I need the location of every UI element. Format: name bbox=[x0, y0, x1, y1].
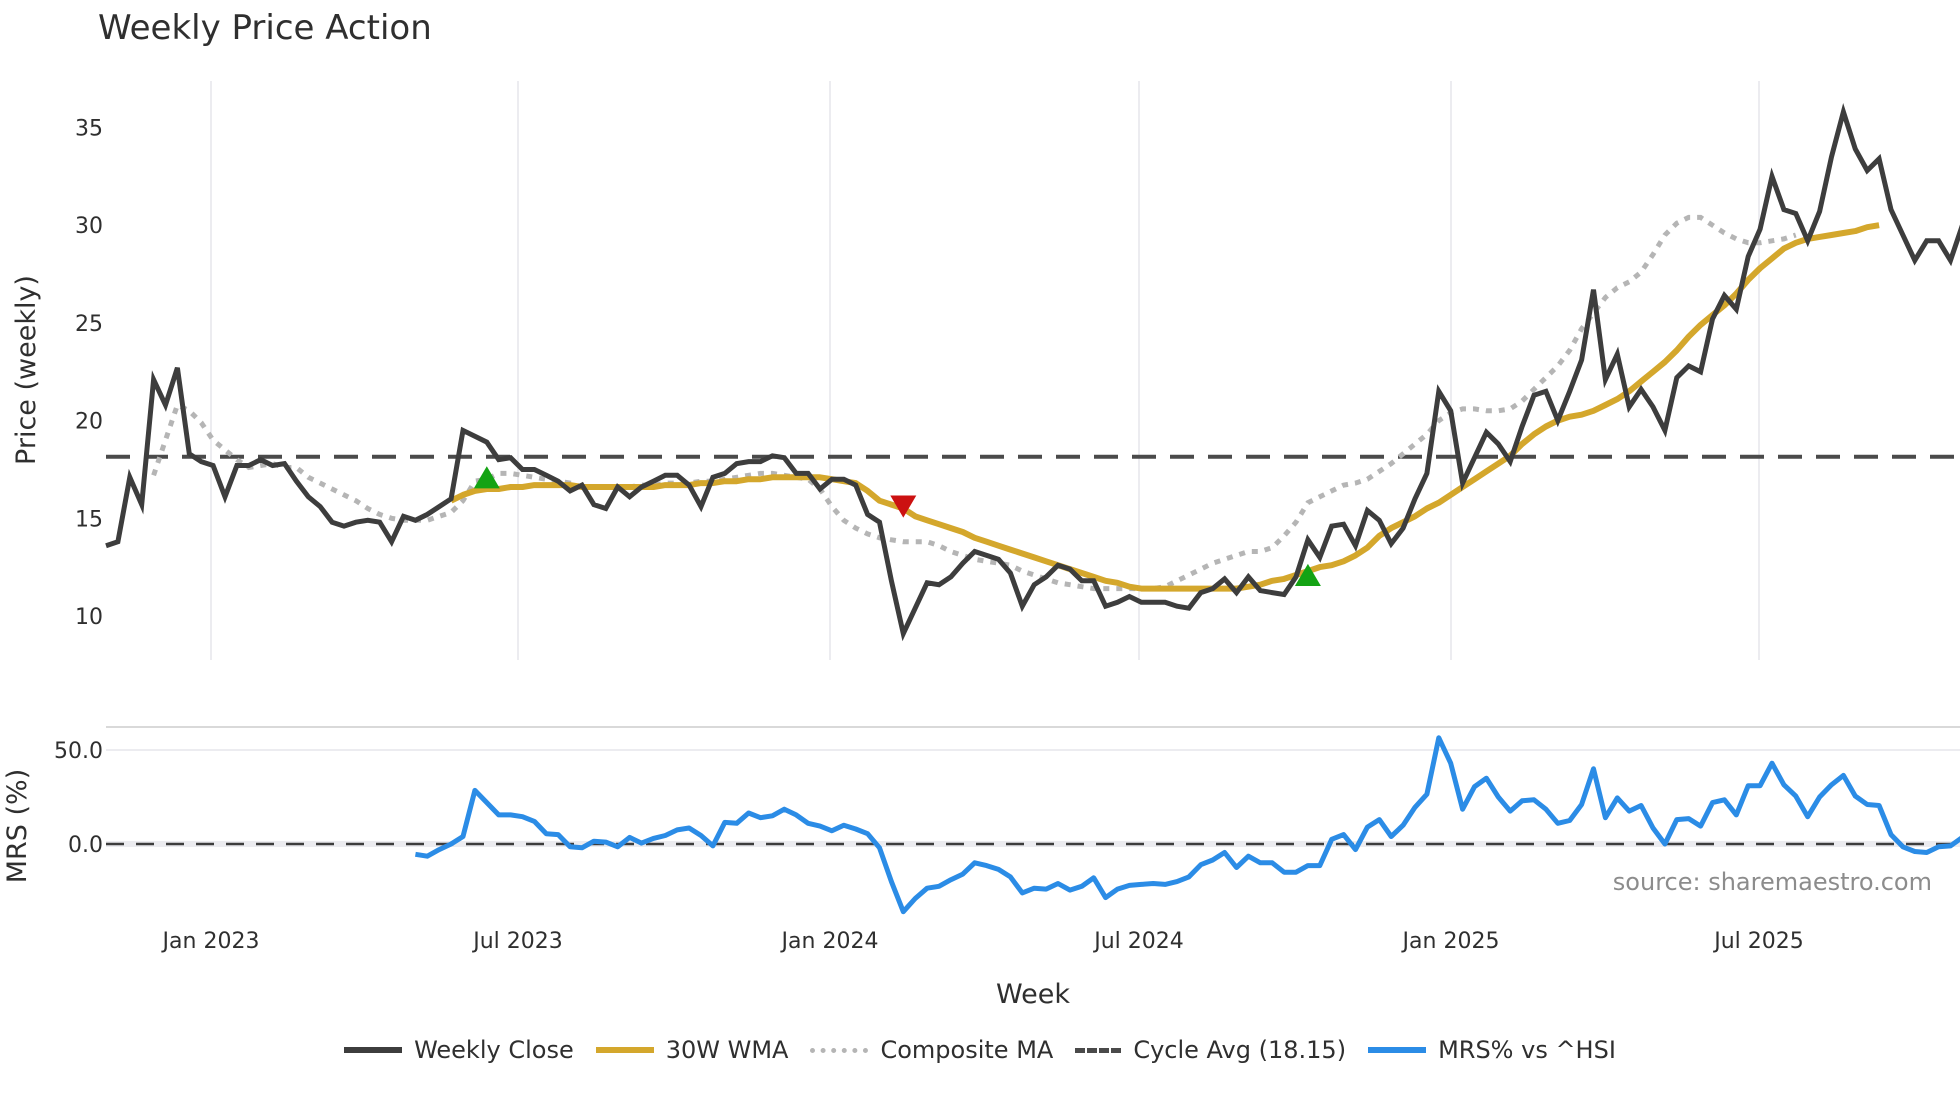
mrs-y-tick-label: 50.0 bbox=[54, 739, 103, 764]
mrs-y-axis-label: MRS (%) bbox=[2, 769, 33, 884]
price-y-axis-label: Price (weekly) bbox=[11, 275, 42, 465]
price-y-tick-label: 25 bbox=[75, 312, 103, 337]
mrs-y-ticks: 0.0 50.0 bbox=[54, 739, 103, 858]
legend-label: Composite MA bbox=[880, 1036, 1054, 1064]
legend-item-close[interactable]: Weekly Close bbox=[344, 1036, 574, 1064]
chart-canvas: 10 15 20 25 30 35 Price (weekly) 0.0 50.0 MRS … bbox=[2, 81, 1960, 1010]
price-y-tick-label: 10 bbox=[75, 605, 103, 630]
legend-label: Weekly Close bbox=[414, 1036, 574, 1064]
x-tick-label: Jul 2024 bbox=[1092, 929, 1184, 954]
mrs-y-tick-label: 0.0 bbox=[68, 833, 103, 858]
buy-signal-marker-icon bbox=[1294, 563, 1321, 587]
legend-swatch-close-icon bbox=[344, 1047, 403, 1053]
legend-label: MRS% vs ^HSI bbox=[1438, 1036, 1616, 1064]
signal-markers bbox=[473, 466, 1321, 587]
price-y-tick-label: 15 bbox=[75, 507, 103, 532]
x-tick-label: Jan 2025 bbox=[1401, 929, 1500, 954]
price-y-tick-label: 35 bbox=[75, 117, 103, 142]
x-axis-label: Week bbox=[996, 979, 1070, 1010]
legend-label: 30W WMA bbox=[665, 1036, 789, 1064]
price-y-ticks: 10 15 20 25 30 35 bbox=[75, 117, 103, 631]
sell-signal-marker-icon bbox=[890, 495, 917, 518]
mrs-panel: 0.0 50.0 MRS (%) source: sharemaestro.com bbox=[2, 726, 1960, 915]
x-tick-label: Jan 2024 bbox=[780, 929, 879, 954]
source-attribution: source: sharemaestro.com bbox=[1613, 868, 1932, 896]
legend-item-wma[interactable]: 30W WMA bbox=[595, 1036, 789, 1064]
wma-30w-line bbox=[449, 222, 1880, 592]
legend-item-mrs[interactable]: MRS% vs ^HSI bbox=[1368, 1036, 1616, 1064]
legend-swatch-mrs-icon bbox=[1368, 1047, 1427, 1053]
legend: Weekly Close 30W WMA Composite MA Cycle Avg… bbox=[0, 1036, 1960, 1064]
x-tick-label: Jan 2023 bbox=[161, 929, 260, 954]
chart-title: Weekly Price Action bbox=[98, 8, 432, 48]
vertical-gridlines bbox=[210, 81, 1760, 660]
x-axis-ticks: Jan 2023 Jul 2023 Jan 2024 Jul 2024 Jan 2025… bbox=[161, 929, 1804, 954]
price-y-tick-label: 20 bbox=[75, 410, 103, 435]
mrs-line bbox=[415, 735, 1960, 915]
legend-swatch-wma-icon bbox=[595, 1047, 654, 1053]
price-y-tick-label: 30 bbox=[75, 214, 103, 239]
legend-item-composite[interactable]: Composite MA bbox=[810, 1036, 1053, 1064]
legend-label: Cycle Avg (18.15) bbox=[1133, 1036, 1347, 1064]
weekly-close-line bbox=[105, 103, 1960, 642]
legend-item-cycle[interactable]: Cycle Avg (18.15) bbox=[1075, 1036, 1346, 1064]
legend-swatch-cycle-icon bbox=[1075, 1047, 1122, 1053]
x-tick-label: Jul 2023 bbox=[471, 929, 563, 954]
buy-signal-marker-icon bbox=[473, 466, 500, 489]
x-tick-label: Jul 2025 bbox=[1712, 929, 1804, 954]
legend-swatch-composite-icon bbox=[810, 1047, 869, 1053]
price-panel: 10 15 20 25 30 35 Price (weekly) bbox=[11, 81, 1960, 660]
